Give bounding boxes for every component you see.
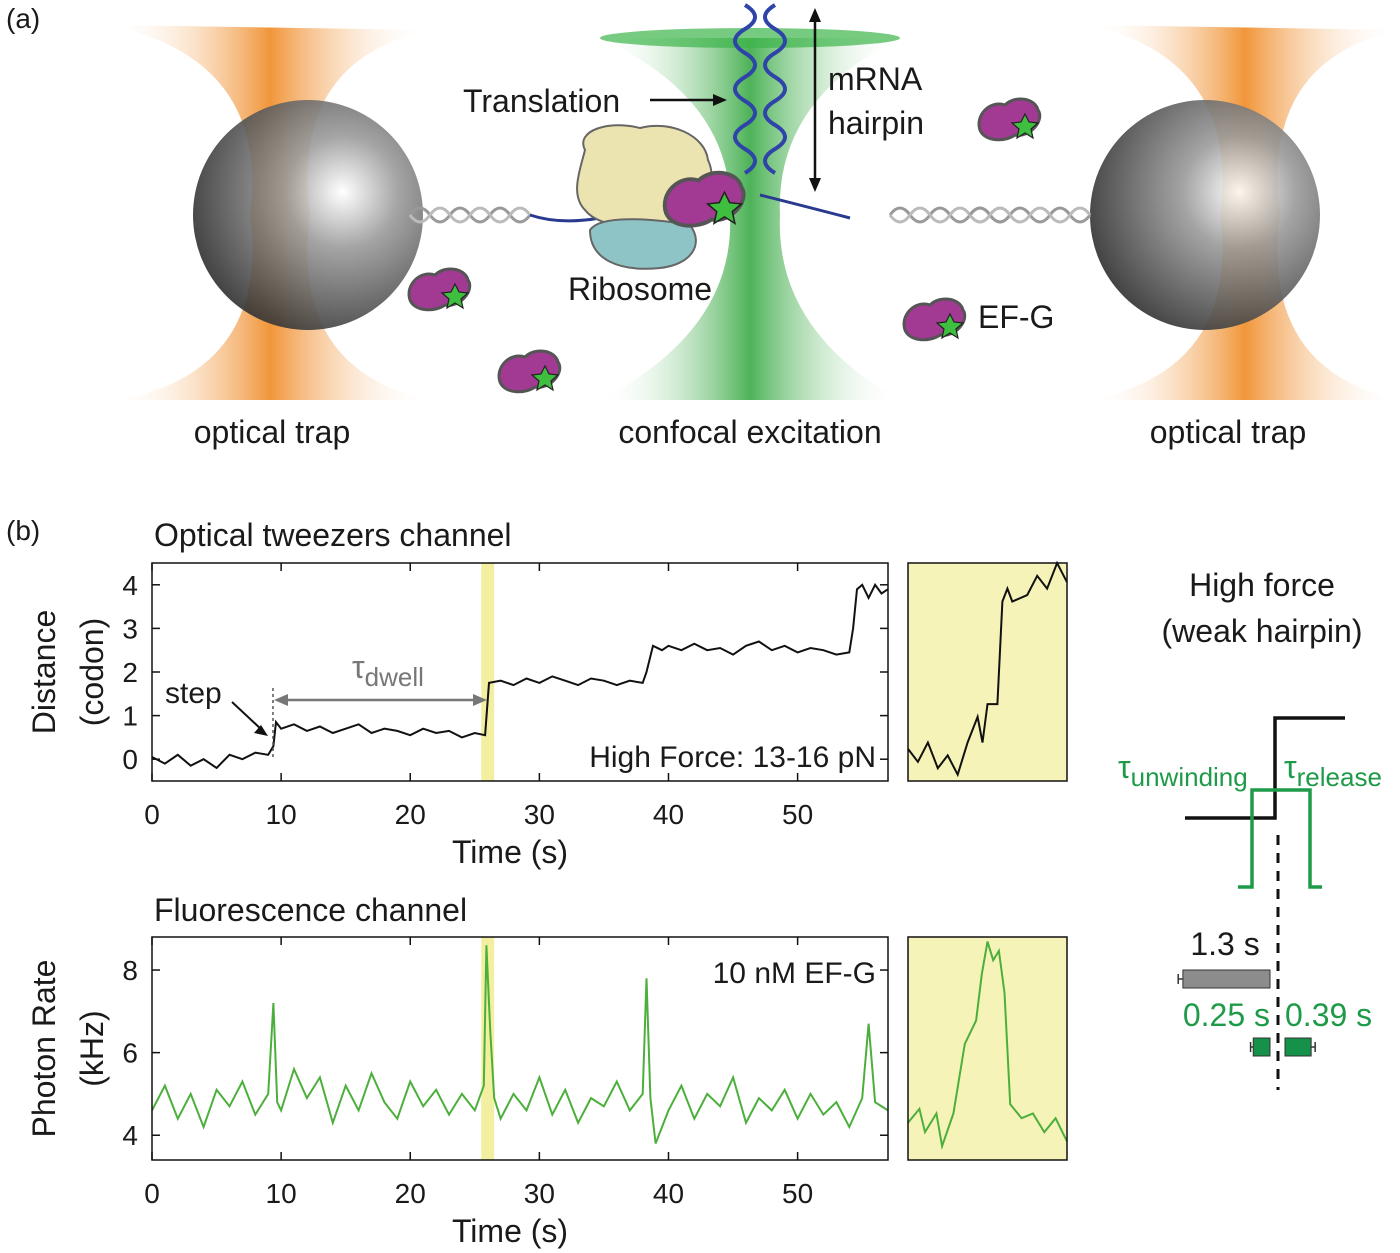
x-tick-label: 40 (653, 799, 684, 830)
panel-label: (b) (6, 515, 40, 546)
y-axis-label: Distance (26, 610, 62, 735)
x-tick-label: 30 (524, 799, 555, 830)
y-tick-label: 8 (122, 955, 138, 986)
x-tick-label: 50 (782, 799, 813, 830)
y-axis-label: (kHz) (74, 1010, 110, 1086)
dwell-label: τdwell (352, 649, 424, 692)
annotation: High Force: 13-16 pN (589, 741, 876, 774)
y-tick-label: 1 (122, 701, 138, 732)
tau: τ (1118, 749, 1131, 785)
y-tick-label: 4 (122, 1120, 138, 1151)
tau-label: τrelease (1284, 749, 1382, 792)
label: Ribosome (568, 271, 712, 307)
value-label: 1.3 s (1190, 926, 1259, 962)
tau-sub: unwinding (1131, 762, 1248, 792)
trace (907, 941, 1068, 1151)
panel-label: (a) (6, 3, 40, 34)
caption: optical trap (194, 414, 351, 450)
title: High force (1189, 567, 1335, 603)
axes-frame (907, 936, 1068, 1161)
y-tick-label: 3 (122, 613, 138, 644)
inset-background (908, 563, 1067, 781)
chart-title: Fluorescence channel (154, 892, 467, 928)
bar (1182, 969, 1271, 989)
y-tick-label: 4 (122, 570, 138, 601)
x-axis-label: Time (s) (452, 834, 568, 870)
caption: confocal excitation (618, 414, 881, 450)
error-bar (1177, 974, 1183, 984)
tau-sub: release (1297, 762, 1382, 792)
value-label: 0.39 s (1285, 997, 1372, 1033)
highlight-band (481, 563, 495, 781)
x-tick-label: 30 (524, 1178, 555, 1209)
axes-frame (151, 936, 889, 1161)
y-tick-label: 0 (122, 744, 138, 775)
error-bar (1311, 1042, 1316, 1052)
bar (1252, 1037, 1271, 1057)
y-tick-label: 6 (122, 1038, 138, 1069)
arrowhead (254, 725, 268, 736)
label: hairpin (828, 105, 924, 141)
error-bar (1249, 1042, 1254, 1052)
y-tick-label: 2 (122, 657, 138, 688)
arrow (231, 701, 263, 731)
x-tick-label: 0 (144, 799, 160, 830)
x-tick-label: 10 (266, 799, 297, 830)
annotation: 10 nM EF-G (713, 957, 876, 990)
title: (weak hairpin) (1162, 613, 1363, 649)
panel-c: High force (weak hairpin) τunwinding τre… (1118, 567, 1382, 1090)
panel-a-illustration (110, 3, 1400, 400)
label: Translation (463, 83, 620, 119)
tau-sub: dwell (365, 662, 424, 692)
x-axis-label: Time (s) (452, 1213, 568, 1249)
chart-title: Optical tweezers channel (154, 517, 512, 553)
label: EF-G (978, 299, 1054, 335)
caption: optical trap (1150, 414, 1307, 450)
tau: τ (352, 649, 365, 685)
y-axis-label: Photon Rate (26, 960, 62, 1138)
panel-a-labels: (a) Translation mRNA hairpin Ribosome EF… (6, 3, 1306, 546)
x-tick-label: 10 (266, 1178, 297, 1209)
inset-background (908, 937, 1067, 1160)
tau-label: τunwinding (1118, 749, 1248, 792)
trace (151, 582, 889, 770)
bar (1284, 1037, 1312, 1057)
trace (151, 945, 889, 1144)
label: mRNA (828, 61, 923, 97)
trace (907, 560, 1068, 778)
tau: τ (1284, 749, 1297, 785)
value-label: 0.25 s (1183, 997, 1270, 1033)
x-tick-label: 0 (144, 1178, 160, 1209)
x-tick-label: 40 (653, 1178, 684, 1209)
axes-frame (907, 562, 1068, 782)
y-axis-label: (codon) (74, 618, 110, 727)
x-tick-label: 20 (395, 799, 426, 830)
x-tick-label: 50 (782, 1178, 813, 1209)
x-tick-label: 20 (395, 1178, 426, 1209)
highlight-band (481, 937, 495, 1160)
step-label: step (165, 677, 222, 710)
